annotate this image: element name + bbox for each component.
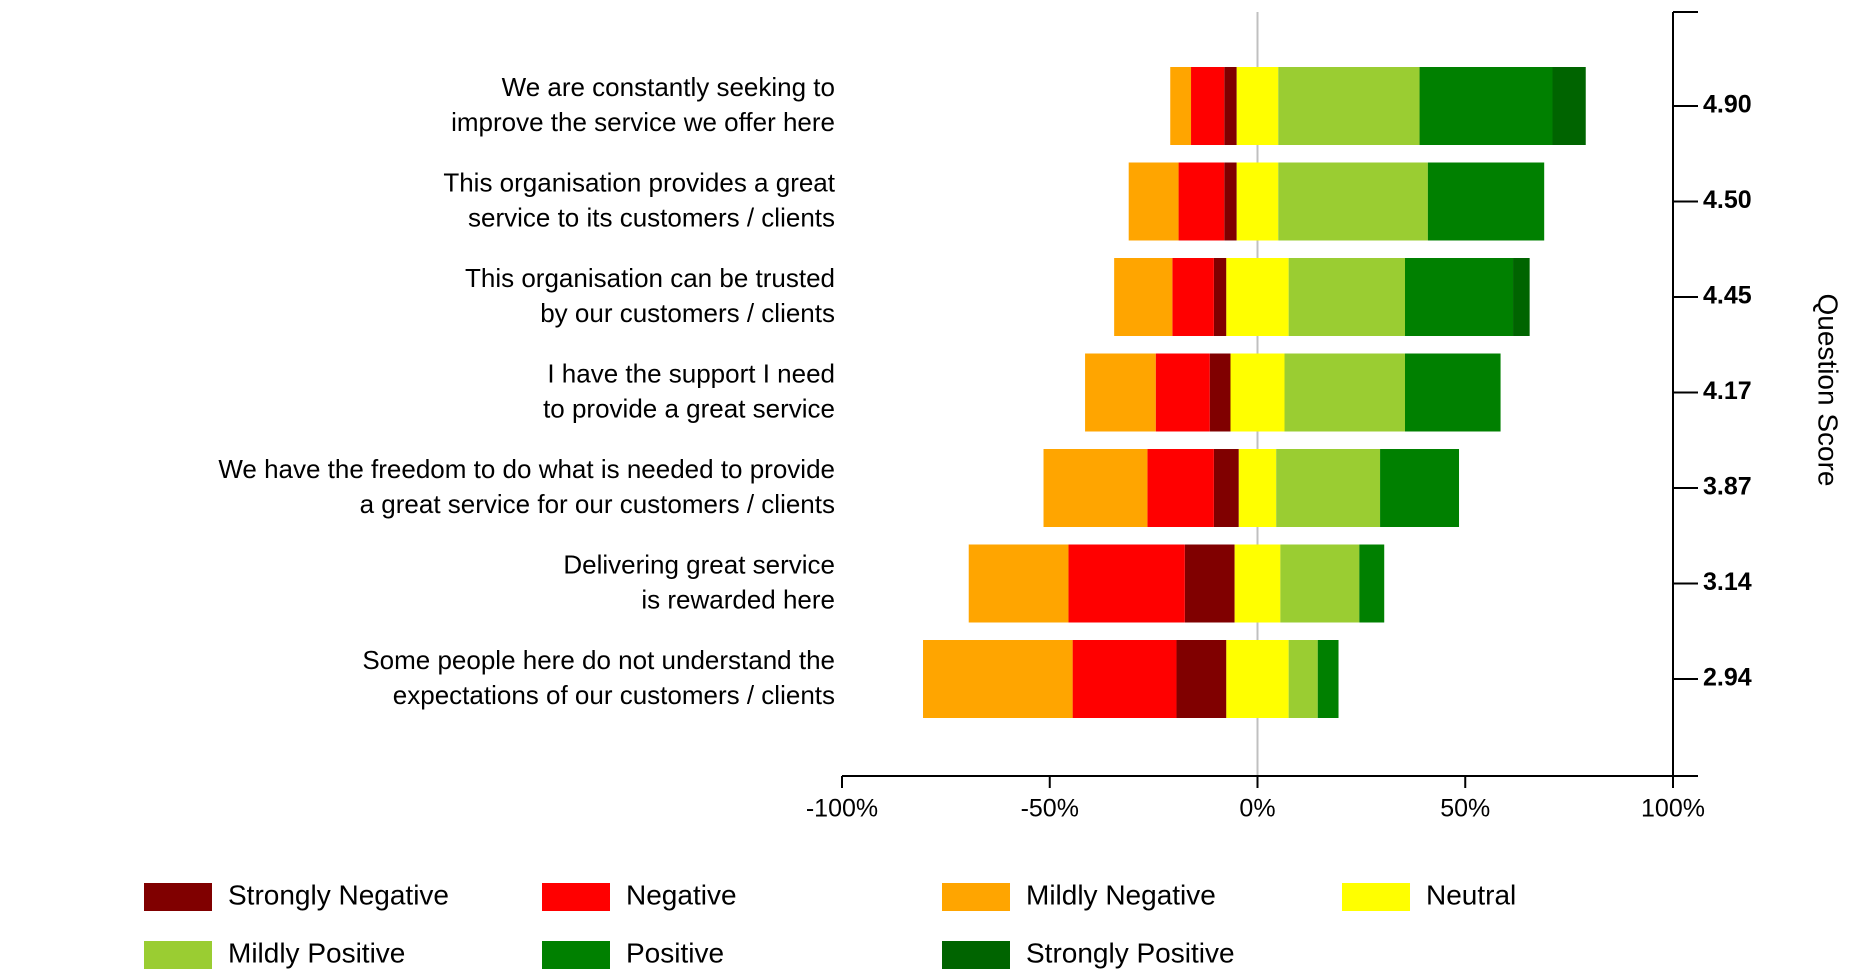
legend-swatch [542,883,610,911]
bar-segment [1085,353,1156,432]
legend-swatch [144,941,212,969]
bar-segment [1213,258,1227,336]
bar-segment [1238,449,1277,527]
category-label: Delivering great service [563,549,835,579]
category-label: a great service for our customers / clie… [360,489,835,519]
category-label: expectations of our customers / clients [393,680,835,710]
x-tick-label: -100% [806,795,878,823]
y2-tick-label: 4.50 [1703,186,1752,214]
bar-segment [1419,67,1553,145]
bar-segment [1288,640,1318,718]
x-tick-label: 0% [1239,795,1275,823]
legend-swatch [144,883,212,911]
x-tick-label: 50% [1440,795,1490,823]
bar-segment [1405,258,1514,336]
bar-segment [1405,353,1501,432]
y2-tick-label: 4.17 [1703,377,1752,405]
bar-segment [1224,162,1237,241]
legend-swatch [942,941,1010,969]
bar-segment [1184,544,1235,623]
bar-segment [1427,162,1545,241]
bar-segment [1213,449,1239,527]
bar-segment [968,544,1069,623]
y2-tick-label: 2.94 [1703,664,1752,692]
category-label: is rewarded here [641,584,835,614]
legend-label: Neutral [1426,879,1516,910]
bar-segment [1380,449,1460,527]
y2-axis-label: Question Score [1813,294,1844,487]
category-label: We have the freedom to do what is needed… [218,454,835,484]
bar-segment [1236,67,1279,145]
category-label: This organisation provides a great [443,167,835,197]
bar-segment [1043,449,1148,527]
category-label: improve the service we offer here [451,107,835,137]
x-tick-label: 100% [1641,795,1705,823]
bar-segment [1072,640,1177,718]
bar-segment [1224,67,1237,145]
category-label: Some people here do not understand the [362,645,835,675]
bar-segment [1114,258,1173,336]
category-label: by our customers / clients [540,298,835,328]
bar-segment [1226,258,1289,336]
bar-segment [1278,67,1420,145]
category-label: I have the support I need [547,358,835,388]
category-label: service to its customers / clients [468,202,835,232]
bar-segment [1359,544,1385,623]
legend-label: Strongly Negative [228,879,449,910]
category-label: This organisation can be trusted [465,263,835,293]
category-label: to provide a great service [543,393,835,423]
legend-label: Negative [626,879,737,910]
bar-segment [1236,162,1279,241]
bar-segment [1176,640,1227,718]
bar-segment [1172,258,1214,336]
bar-segment [1170,67,1192,145]
legend-label: Mildly Positive [228,937,405,968]
bar-segment [1191,67,1225,145]
legend-swatch [542,941,610,969]
bar-segment [1230,353,1285,432]
y2-tick-label: 4.90 [1703,91,1752,119]
bar-segment [1278,162,1428,241]
bar-segment [923,640,1073,718]
legend-label: Strongly Positive [1026,937,1235,968]
bar-segment [1513,258,1530,336]
category-label: We are constantly seeking to [502,72,835,102]
bar-segment [1155,353,1210,432]
bar-segment [1317,640,1339,718]
bar-segment [1280,544,1360,623]
y2-tick-label: 4.45 [1703,282,1752,310]
bar-segment [1234,544,1281,623]
bar-segment [1284,353,1406,432]
bar-segment [1288,258,1406,336]
y2-tick-label: 3.87 [1703,473,1752,501]
bar-segment [1128,162,1179,241]
x-tick-label: -50% [1021,795,1079,823]
y2-tick-label: 3.14 [1703,568,1752,596]
legend-label: Positive [626,937,724,968]
legend-swatch [1342,883,1410,911]
bar-segment [1226,640,1289,718]
bar-segment [1178,162,1225,241]
bar-segment [1276,449,1381,527]
bar-segment [1552,67,1586,145]
bar-segment [1068,544,1185,623]
bar-segment [1209,353,1231,432]
bar-segment [1147,449,1214,527]
legend-swatch [942,883,1010,911]
legend-label: Mildly Negative [1026,879,1216,910]
